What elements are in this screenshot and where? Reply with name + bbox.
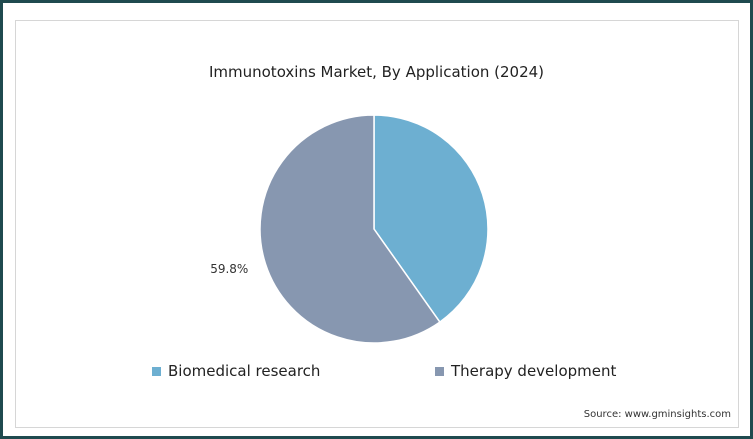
legend-swatch <box>435 366 444 376</box>
slice-data-label: 59.8% <box>210 262 249 276</box>
legend-label: Therapy development <box>451 362 617 380</box>
chart-title: Immunotoxins Market, By Application (202… <box>208 63 545 81</box>
pie-slice-biomedical-research <box>373 114 489 324</box>
pie-slice-therapy-development <box>259 114 441 344</box>
source-note: Source: www.gminsights.com <box>583 409 731 420</box>
legend-item-therapy-development: Therapy development <box>435 362 616 380</box>
legend-item-biomedical-research: Biomedical research <box>152 362 320 380</box>
legend-label: Biomedical research <box>168 362 321 380</box>
chart-legend: Biomedical research Therapy development <box>0 362 753 382</box>
legend-swatch <box>152 366 161 376</box>
